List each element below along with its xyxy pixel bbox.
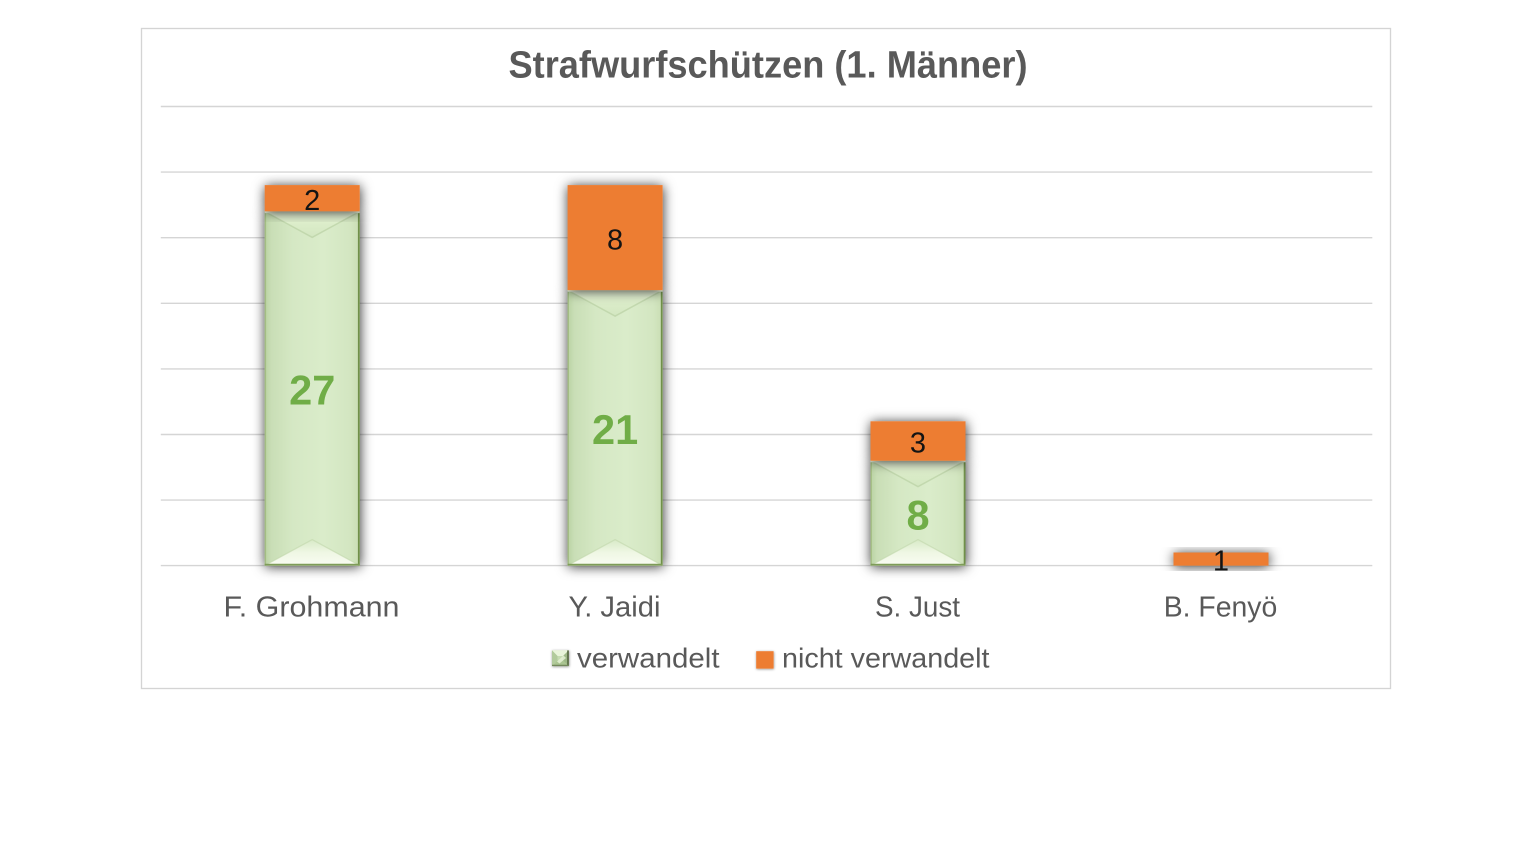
svg-text:2: 2 [304,185,320,217]
svg-text:S. Just: S. Just [875,592,960,624]
svg-text:8: 8 [906,491,929,538]
svg-text:Y. Jaidi: Y. Jaidi [569,592,661,624]
svg-text:27: 27 [289,367,335,414]
svg-text:F. Grohmann: F. Grohmann [224,592,400,624]
svg-text:verwandelt: verwandelt [577,642,720,673]
svg-text:nicht verwandelt: nicht verwandelt [782,642,990,673]
svg-text:Strafwurfschützen (1. Männer): Strafwurfschützen (1. Männer) [509,45,1028,87]
svg-text:3: 3 [910,428,926,460]
svg-text:B. Fenyö: B. Fenyö [1164,592,1278,624]
svg-text:8: 8 [607,224,623,256]
svg-text:1: 1 [1213,546,1229,578]
svg-text:21: 21 [592,406,638,453]
